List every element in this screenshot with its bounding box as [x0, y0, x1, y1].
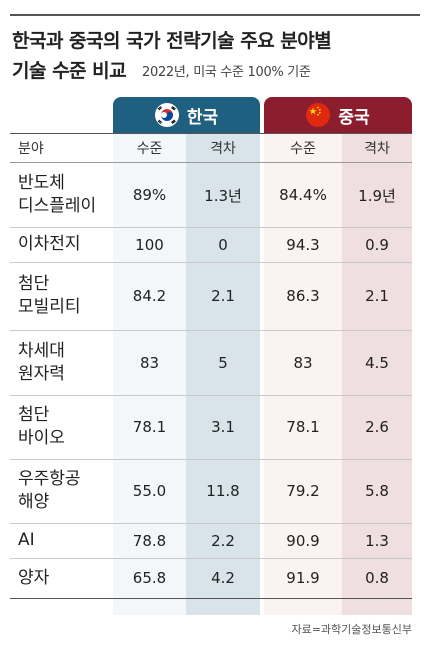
- korea-gap-cell: 3.1: [211, 418, 235, 436]
- field-label-line: 첨단: [18, 405, 50, 425]
- field-column-header: 분야: [18, 141, 44, 157]
- china-gap-column-header: 격차: [364, 141, 390, 157]
- korea-gap-cell: 2.2: [211, 531, 235, 550]
- china-level-cell: 86.3: [286, 287, 320, 305]
- field-label-line: 차세대: [18, 340, 65, 361]
- korea-level-cell: 89%: [132, 186, 167, 204]
- row-divider: [10, 523, 412, 524]
- china-header: 중국: [264, 97, 412, 133]
- korea-level-cell: 55.0: [132, 482, 167, 500]
- top-rule: [10, 14, 420, 16]
- china-level-cell: 90.9: [286, 531, 320, 550]
- row-divider: [10, 395, 412, 396]
- field-label-line: 양자: [18, 567, 50, 588]
- field-label-line: 반도체: [18, 173, 65, 193]
- korea-gap-column-bg: [186, 133, 260, 615]
- korea-level-cell: 83: [139, 353, 160, 372]
- china-gap-cell: 0.8: [365, 569, 389, 587]
- field-cell: AI: [18, 523, 35, 558]
- row-divider: [10, 262, 412, 263]
- field-label-line: AI: [18, 530, 35, 550]
- field-label-line: 모빌리티: [18, 297, 81, 317]
- row-divider: [10, 459, 412, 460]
- korea-gap-cell: 2.1: [211, 287, 235, 305]
- chart-subtitle: 2022년, 미국 수준 100% 기준: [142, 65, 311, 80]
- korea-gap-cell: 5: [218, 353, 228, 372]
- field-label-line: 바이오: [18, 428, 65, 448]
- korea-level-cell: 84.2: [132, 287, 167, 305]
- korea-level-column-header: 수준: [136, 141, 163, 157]
- row-divider: [10, 598, 412, 599]
- header-rule: [10, 133, 412, 134]
- china-level-column-bg: [264, 133, 342, 615]
- china-gap-cell: 1.3: [365, 531, 389, 550]
- china-gap-cell: 0.9: [365, 235, 389, 254]
- korea-gap-cell: 0: [218, 235, 228, 254]
- china-level-cell: 84.4%: [279, 186, 327, 204]
- row-divider: [10, 558, 412, 559]
- korea-level-cell: 100: [135, 235, 164, 254]
- china-level-cell: 79.2: [286, 482, 320, 500]
- china-gap-cell: 2.6: [365, 418, 389, 436]
- korea-label: 한국: [186, 107, 219, 128]
- korea-level-cell: 65.8: [132, 569, 167, 587]
- china-flag-icon: [306, 103, 331, 127]
- field-label-line: 이차전지: [18, 234, 81, 254]
- korea-gap-cell: 11.8: [206, 482, 240, 500]
- china-level-cell: 91.9: [286, 569, 320, 587]
- china-gap-column-bg: [342, 133, 412, 615]
- china-level-cell: 83: [293, 353, 313, 372]
- field-cell: 이차전지: [18, 227, 81, 262]
- china-gap-cell: 1.9년: [358, 186, 396, 205]
- korea-level-column-bg: [113, 133, 186, 615]
- field-cell: 차세대 원자력: [18, 330, 65, 395]
- source-credit: 자료=과학기술정보통신부: [291, 623, 412, 636]
- subheader-rule: [10, 162, 412, 163]
- field-label-line: 우주항공: [18, 469, 81, 489]
- china-gap-cell: 2.1: [365, 287, 389, 305]
- china-level-cell: 94.3: [286, 235, 320, 254]
- china-gap-cell: 5.8: [365, 482, 389, 500]
- chart-title-line2: 기술 수준 비교: [12, 60, 127, 82]
- chart-title-line1: 한국과 중국의 국가 전략기술 주요 분야별: [12, 30, 332, 52]
- korea-gap-cell: 4.2: [211, 569, 235, 587]
- china-level-cell: 78.1: [286, 418, 320, 436]
- field-label-line: 원자력: [18, 363, 65, 384]
- row-divider: [10, 330, 412, 331]
- korea-gap-column-header: 격차: [210, 141, 236, 157]
- korea-level-cell: 78.8: [132, 531, 167, 550]
- korea-header: 한국: [113, 97, 260, 133]
- korea-level-cell: 78.1: [132, 418, 167, 436]
- korea-gap-cell: 1.3년: [204, 186, 242, 205]
- korea-flag-icon: [154, 103, 179, 127]
- field-label-line: 첨단: [18, 274, 50, 294]
- field-label-line: 디스플레이: [18, 196, 97, 216]
- field-cell: 양자: [18, 558, 49, 598]
- china-label: 중국: [338, 107, 370, 128]
- china-gap-cell: 4.5: [365, 353, 389, 372]
- row-divider: [10, 227, 412, 228]
- china-level-column-header: 수준: [290, 141, 316, 157]
- field-label-line: 해양: [18, 492, 50, 512]
